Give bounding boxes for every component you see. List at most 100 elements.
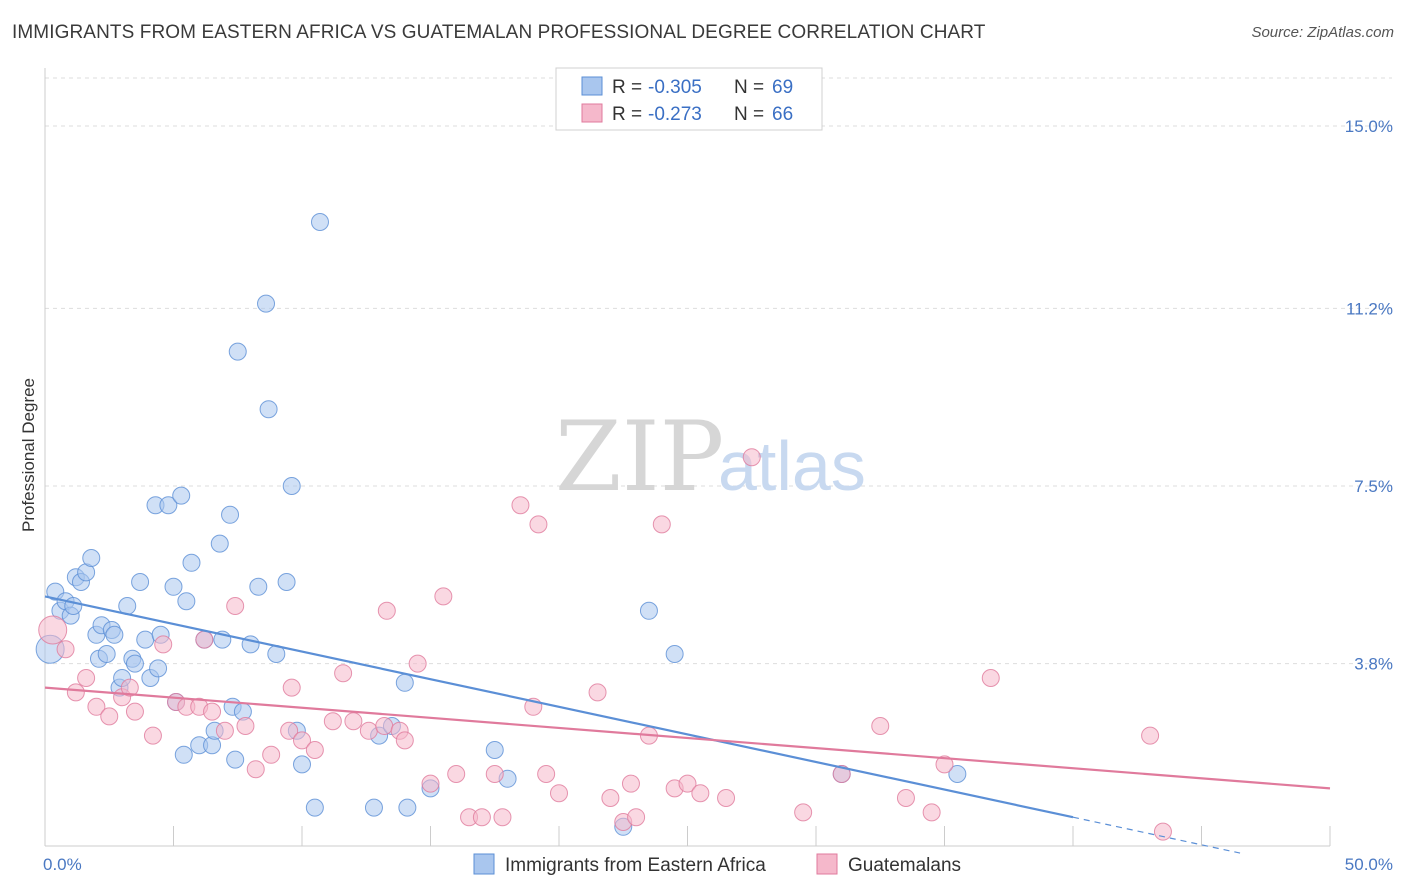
point-series-0-57 xyxy=(364,798,383,817)
point-series-0-54 xyxy=(305,798,324,817)
point-series-1-58 xyxy=(794,803,813,822)
point-series-1-41 xyxy=(511,496,530,515)
point-series-0-65 xyxy=(639,601,658,620)
point-series-0-42 xyxy=(226,750,245,769)
point-series-1-49 xyxy=(621,774,640,793)
point-series-0-27 xyxy=(159,496,178,515)
point-series-0-21 xyxy=(131,573,150,591)
point-series-0-60 xyxy=(398,798,417,817)
series-legend: Immigrants from Eastern Africa Guatemala… xyxy=(473,853,961,876)
point-series-0-50 xyxy=(277,573,296,591)
point-series-0-20 xyxy=(125,654,144,673)
point-series-0-33 xyxy=(182,553,201,572)
data-points xyxy=(35,213,1172,841)
trend-line-1 xyxy=(44,686,1331,790)
legend-n-value-1: 66 xyxy=(772,104,793,125)
point-series-1-61 xyxy=(896,789,915,807)
point-series-1-32 xyxy=(395,731,414,750)
point-series-1-63 xyxy=(935,755,954,774)
point-series-1-46 xyxy=(588,683,607,702)
point-series-1-55 xyxy=(691,784,710,803)
point-series-1-25 xyxy=(323,712,342,731)
point-series-1-19 xyxy=(246,760,265,779)
x-tick-label-min: 0.0% xyxy=(43,855,82,874)
point-series-1-14 xyxy=(195,630,214,649)
point-series-1-18 xyxy=(236,717,255,735)
point-series-1-5 xyxy=(100,707,119,726)
point-series-1-23 xyxy=(293,731,311,750)
point-series-0-28 xyxy=(164,577,183,596)
watermark-atlas: atlas xyxy=(718,427,866,505)
point-series-1-33 xyxy=(408,654,427,673)
point-series-1-56 xyxy=(717,789,736,807)
series-name-guatemalans: Guatemalans xyxy=(848,855,961,876)
point-series-1-0 xyxy=(38,615,68,645)
point-series-1-52 xyxy=(652,515,671,534)
y-axis-title: Professional Degree xyxy=(19,378,38,532)
point-series-1-3 xyxy=(77,669,96,687)
legend-r-value-1: -0.273 xyxy=(648,104,702,125)
series-swatch-guatemalans xyxy=(816,853,838,875)
point-series-1-45 xyxy=(550,784,568,803)
point-series-1-40 xyxy=(493,808,512,827)
point-series-1-24 xyxy=(305,741,324,759)
point-series-1-22 xyxy=(282,678,301,697)
chart-source: Source: ZipAtlas.com xyxy=(1251,24,1394,41)
point-series-1-30 xyxy=(377,601,396,620)
y-tick-labels: 3.8% 7.5% 11.2% 15.0% xyxy=(1345,117,1393,674)
watermark: ZIP atlas xyxy=(555,401,866,513)
legend-swatch-eastern-africa xyxy=(581,76,603,96)
point-series-1-28 xyxy=(359,721,378,740)
legend-r-value-0: -0.305 xyxy=(648,77,702,98)
point-series-1-60 xyxy=(871,717,890,735)
point-series-1-8 xyxy=(125,702,144,721)
trend-lines xyxy=(44,595,1331,854)
point-series-1-65 xyxy=(1141,726,1160,745)
point-series-1-1 xyxy=(56,640,75,659)
point-series-0-53 xyxy=(293,755,311,774)
point-series-0-48 xyxy=(259,400,278,419)
point-series-0-25 xyxy=(149,659,168,678)
point-series-1-62 xyxy=(922,803,941,822)
point-series-1-64 xyxy=(981,669,1000,687)
point-series-1-44 xyxy=(537,765,556,783)
point-series-1-29 xyxy=(375,717,394,735)
point-series-0-62 xyxy=(485,741,504,759)
point-series-0-43 xyxy=(228,342,247,361)
point-series-0-32 xyxy=(177,592,196,611)
point-series-1-35 xyxy=(434,587,453,606)
point-series-1-9 xyxy=(143,726,162,745)
chart-title: IMMIGRANTS FROM EASTERN AFRICA VS GUATEM… xyxy=(12,22,986,43)
point-series-0-40 xyxy=(221,505,240,524)
point-series-1-54 xyxy=(678,774,697,793)
point-series-1-47 xyxy=(601,789,620,807)
point-series-1-50 xyxy=(627,808,646,827)
point-series-1-59 xyxy=(832,765,851,783)
point-series-1-34 xyxy=(421,774,440,793)
point-series-0-46 xyxy=(249,577,268,596)
y-tick-label-3: 15.0% xyxy=(1345,117,1393,136)
x-tick-label-max: 50.0% xyxy=(1345,855,1393,874)
point-series-0-9 xyxy=(82,549,101,567)
grid-lines xyxy=(45,77,1392,665)
y-tick-label-2: 11.2% xyxy=(1346,299,1393,318)
legend-n-value-0: 69 xyxy=(772,77,793,98)
point-series-1-66 xyxy=(1153,822,1172,841)
series-name-eastern-africa: Immigrants from Eastern Africa xyxy=(505,855,766,876)
point-series-0-13 xyxy=(97,645,116,663)
point-series-1-4 xyxy=(87,697,106,716)
point-series-1-27 xyxy=(344,712,363,731)
point-series-1-57 xyxy=(742,448,761,467)
correlation-legend: R = -0.305 N = 69 R = -0.273 N = 66 xyxy=(555,67,823,131)
point-series-0-68 xyxy=(948,765,967,783)
point-series-0-5 xyxy=(64,597,83,615)
point-series-1-20 xyxy=(262,745,281,764)
point-series-0-31 xyxy=(174,745,193,764)
watermark-zip: ZIP xyxy=(555,401,724,513)
point-series-1-43 xyxy=(529,515,548,534)
axes xyxy=(44,68,1331,847)
point-series-0-59 xyxy=(395,673,414,692)
point-series-0-66 xyxy=(665,645,684,663)
point-series-1-15 xyxy=(203,702,222,721)
